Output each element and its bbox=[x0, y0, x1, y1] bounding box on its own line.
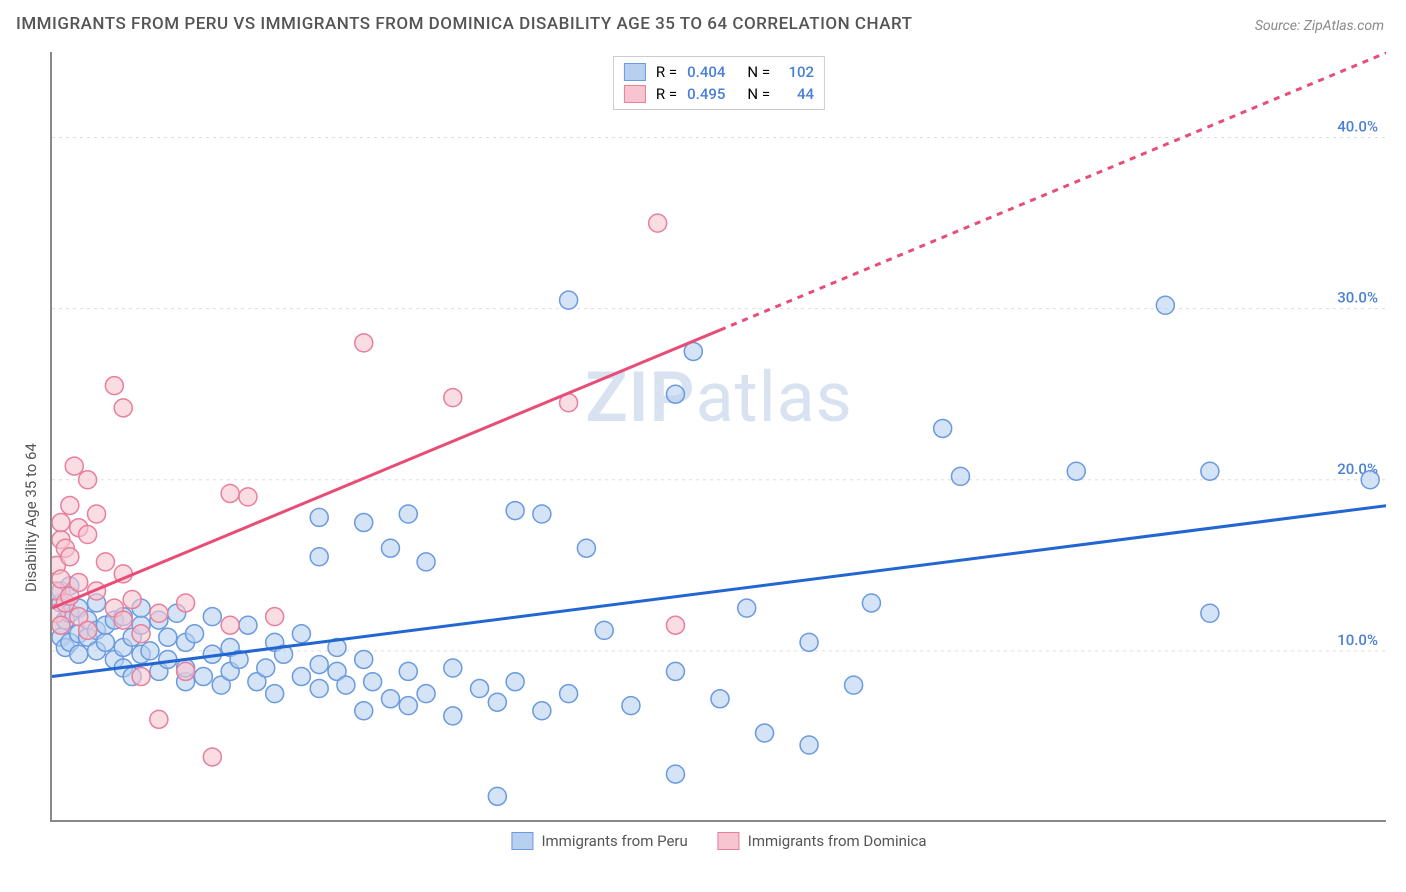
stats-legend: R = 0.404 N = 102 R = 0.495 N = 44 bbox=[613, 56, 825, 110]
stats-legend-row: R = 0.404 N = 102 bbox=[624, 61, 814, 83]
svg-text:30.0%: 30.0% bbox=[1337, 289, 1378, 307]
r-label: R = bbox=[656, 63, 677, 81]
source-attribution: Source: ZipAtlas.com bbox=[1255, 18, 1384, 34]
n-label: N = bbox=[747, 63, 770, 81]
legend-swatch bbox=[624, 63, 646, 81]
series-legend: Immigrants from Peru Immigrants from Domi… bbox=[511, 832, 926, 850]
svg-text:10.0%: 10.0% bbox=[1337, 631, 1378, 649]
r-label: R = bbox=[656, 85, 677, 103]
r-value: 0.404 bbox=[687, 63, 725, 81]
y-axis-label: Disability Age 35 to 64 bbox=[22, 443, 40, 592]
legend-label: Immigrants from Dominica bbox=[748, 832, 927, 850]
plot-area: Disability Age 35 to 64 ZIPatlas R =0.40… bbox=[50, 52, 1386, 822]
legend-swatch bbox=[718, 832, 740, 850]
chart-svg: 10.0%20.0%30.0%40.0%0.0%15.0% bbox=[52, 52, 1386, 820]
legend-label: Immigrants from Peru bbox=[541, 832, 687, 850]
series-legend-item: Immigrants from Peru bbox=[511, 832, 687, 850]
series-legend-item: Immigrants from Dominica bbox=[718, 832, 927, 850]
stats-legend-row: R = 0.495 N = 44 bbox=[624, 83, 814, 105]
n-value: 44 bbox=[780, 85, 814, 103]
n-value: 102 bbox=[780, 63, 814, 81]
n-label: N = bbox=[747, 85, 770, 103]
chart-title: IMMIGRANTS FROM PERU VS IMMIGRANTS FROM … bbox=[16, 14, 912, 34]
legend-swatch bbox=[511, 832, 533, 850]
r-value: 0.495 bbox=[687, 85, 725, 103]
legend-swatch bbox=[624, 85, 646, 103]
svg-text:40.0%: 40.0% bbox=[1337, 118, 1378, 136]
